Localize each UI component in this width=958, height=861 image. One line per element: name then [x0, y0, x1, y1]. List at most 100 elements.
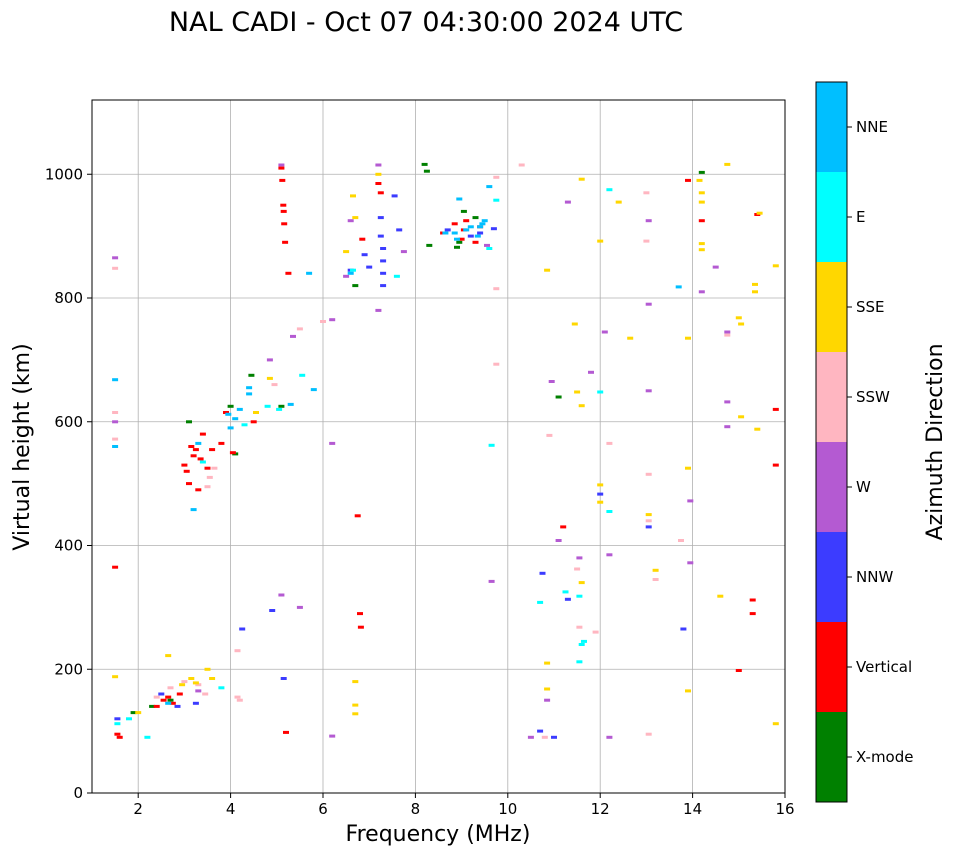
data-point — [199, 432, 206, 436]
data-point — [645, 519, 652, 523]
data-point — [564, 597, 571, 601]
data-point — [687, 499, 694, 503]
data-point — [698, 200, 705, 204]
data-points — [112, 162, 779, 739]
data-point — [158, 692, 165, 696]
data-point — [280, 203, 287, 207]
data-point — [239, 627, 246, 631]
data-point — [112, 266, 119, 270]
data-point — [576, 660, 583, 664]
data-point — [678, 539, 684, 542]
colorbar-segment — [816, 622, 847, 712]
data-point — [442, 231, 449, 235]
data-point — [206, 475, 213, 479]
data-point — [456, 240, 463, 244]
colorbar-category-label: W — [856, 478, 871, 496]
series-ssw — [112, 163, 731, 739]
x-tick-label: 4 — [226, 800, 236, 818]
data-point — [377, 216, 384, 220]
data-point — [153, 695, 160, 699]
data-point — [112, 256, 119, 260]
data-point — [472, 240, 479, 244]
data-point — [685, 689, 691, 693]
colorbar-segment — [816, 712, 847, 802]
data-point — [479, 222, 486, 226]
data-point — [749, 612, 756, 616]
colorbar-category-label: Vertical — [856, 658, 912, 676]
y-tick-label: 200 — [54, 660, 83, 678]
data-point — [290, 334, 296, 338]
data-point — [202, 692, 209, 696]
data-point — [236, 407, 243, 411]
data-point — [280, 209, 287, 213]
data-point — [675, 285, 682, 289]
data-point — [738, 415, 745, 419]
series-w — [112, 163, 731, 739]
data-point — [578, 177, 585, 181]
colorbar-category-label: NNW — [856, 568, 893, 586]
data-point — [754, 427, 761, 431]
data-point — [421, 162, 428, 166]
data-point — [400, 250, 407, 254]
data-point — [560, 525, 567, 529]
data-point — [195, 441, 202, 445]
data-point — [606, 553, 613, 557]
data-point — [190, 508, 197, 512]
data-point — [377, 191, 384, 195]
data-point — [488, 579, 495, 583]
data-point — [375, 163, 382, 167]
data-point — [204, 667, 211, 671]
y-tick-label: 1000 — [45, 165, 83, 183]
x-tick-label: 10 — [498, 800, 517, 818]
x-axis-ticks: 2 4 6 8 10 12 14 16 — [133, 793, 795, 818]
data-point — [160, 698, 167, 702]
data-point — [234, 695, 241, 699]
data-point — [724, 330, 731, 334]
data-point — [493, 362, 500, 366]
data-point — [578, 643, 585, 646]
data-point — [627, 336, 634, 340]
data-point — [204, 485, 211, 489]
data-point — [601, 330, 608, 334]
data-point — [426, 243, 433, 247]
data-point — [597, 239, 604, 243]
data-point — [576, 594, 583, 598]
data-point — [451, 231, 458, 235]
data-point — [282, 240, 289, 244]
data-point — [735, 316, 742, 320]
data-point — [114, 732, 121, 736]
data-point — [211, 466, 218, 470]
data-point — [393, 274, 400, 278]
data-point — [454, 237, 460, 241]
data-point — [253, 411, 259, 414]
data-point — [114, 722, 121, 726]
colorbar-category-label: SSW — [856, 388, 890, 406]
data-point — [112, 378, 119, 382]
colorbar-segment — [816, 442, 847, 532]
data-point — [357, 612, 363, 616]
colorbar-segment — [816, 262, 847, 352]
data-point — [266, 358, 273, 362]
data-point — [278, 163, 285, 167]
data-point — [188, 677, 195, 680]
data-point — [546, 433, 553, 437]
data-point — [493, 198, 500, 202]
data-point — [192, 448, 199, 452]
data-point — [712, 265, 719, 269]
data-point — [347, 219, 354, 223]
data-point — [380, 284, 387, 288]
data-point — [329, 318, 336, 322]
data-point — [279, 178, 286, 182]
data-point — [477, 225, 484, 229]
data-point — [597, 483, 604, 487]
x-tick-label: 12 — [591, 800, 610, 818]
data-point — [195, 683, 202, 687]
plot-frame — [91, 99, 786, 794]
data-point — [606, 510, 613, 513]
data-point — [724, 333, 731, 337]
data-point — [606, 735, 613, 739]
data-point — [724, 425, 731, 429]
data-point — [352, 284, 359, 288]
data-point — [359, 237, 366, 241]
data-point — [165, 701, 172, 705]
